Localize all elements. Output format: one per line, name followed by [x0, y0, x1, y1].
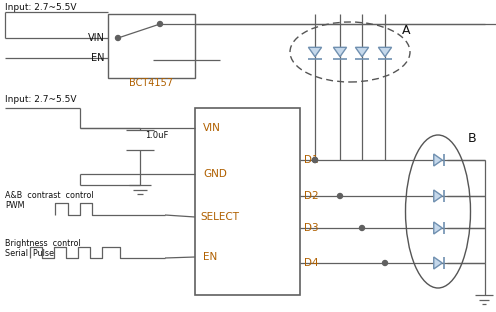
Text: PWM: PWM: [5, 201, 24, 209]
Polygon shape: [378, 47, 392, 57]
Text: EN: EN: [203, 252, 217, 262]
Polygon shape: [434, 190, 442, 202]
Text: EN: EN: [91, 53, 105, 63]
Text: B: B: [468, 131, 477, 144]
Text: A&B  contrast  control: A&B contrast control: [5, 192, 94, 201]
Text: Brightness  control: Brightness control: [5, 240, 81, 248]
Polygon shape: [434, 222, 442, 234]
Polygon shape: [356, 47, 369, 57]
Text: A: A: [402, 23, 411, 37]
Circle shape: [382, 261, 387, 266]
Text: D2: D2: [304, 191, 318, 201]
Text: D4: D4: [304, 258, 318, 268]
Circle shape: [312, 158, 317, 163]
Circle shape: [158, 22, 163, 27]
Polygon shape: [434, 257, 442, 269]
Circle shape: [312, 158, 317, 163]
Polygon shape: [434, 154, 442, 166]
Text: VIN: VIN: [203, 123, 221, 133]
Text: BCT4157: BCT4157: [129, 78, 174, 88]
Text: VIN: VIN: [88, 33, 105, 43]
Polygon shape: [309, 47, 321, 57]
Text: Input: 2.7~5.5V: Input: 2.7~5.5V: [5, 2, 76, 12]
Text: GND: GND: [203, 169, 227, 179]
Text: 1.0uF: 1.0uF: [145, 130, 168, 139]
Bar: [195, 108, 300, 295]
Polygon shape: [333, 47, 347, 57]
Text: D3: D3: [304, 223, 318, 233]
Circle shape: [360, 226, 365, 231]
Bar: [108, 14, 195, 78]
Circle shape: [116, 36, 121, 41]
Circle shape: [337, 193, 343, 198]
Text: D1: D1: [304, 155, 318, 165]
Text: SELECT: SELECT: [200, 212, 239, 222]
Text: Input: 2.7~5.5V: Input: 2.7~5.5V: [5, 95, 76, 105]
Text: Serial  Pulse: Serial Pulse: [5, 248, 54, 257]
